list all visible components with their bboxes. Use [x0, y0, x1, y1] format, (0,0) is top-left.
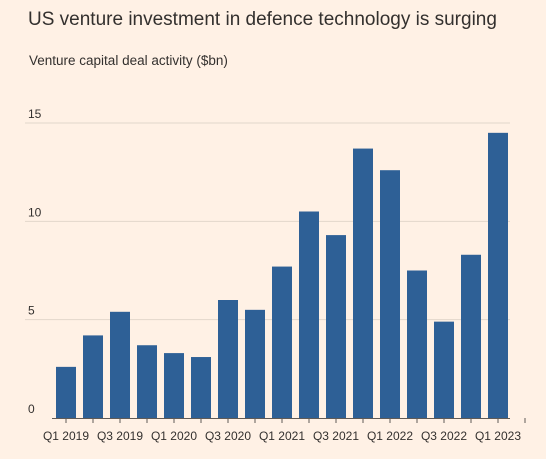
y-tick-label: 10 — [28, 205, 42, 219]
x-tick-label: Q3 2019 — [97, 429, 143, 443]
bar — [164, 353, 184, 418]
bar — [380, 170, 400, 418]
bar — [434, 321, 454, 418]
chart-title: US venture investment in defence technol… — [28, 9, 497, 30]
x-tick-label: Q1 2023 — [475, 429, 521, 443]
bar — [191, 357, 211, 418]
x-tick-label: Q3 2021 — [313, 429, 359, 443]
bar — [488, 132, 508, 419]
y-tick-label: 5 — [28, 304, 35, 318]
x-tick-label: Q1 2021 — [259, 429, 305, 443]
bar — [461, 254, 481, 418]
bar — [110, 311, 130, 418]
y-tick-label: 0 — [28, 402, 35, 416]
bar — [353, 148, 373, 419]
chart-subtitle: Venture capital deal activity ($bn) — [29, 53, 228, 68]
x-tick-label: Q3 2020 — [205, 429, 251, 443]
x-tick-label: Q1 2022 — [367, 429, 413, 443]
x-axis-ticks: Q1 2019 Q3 2019 Q1 2020 Q3 2020 Q1 2021 Q3 20… — [43, 429, 521, 443]
bar — [137, 345, 157, 418]
x-tick-label: Q3 2022 — [421, 429, 467, 443]
bar — [326, 235, 346, 418]
bar — [56, 366, 76, 418]
bars — [56, 132, 508, 419]
x-tick-label: Q1 2019 — [43, 429, 89, 443]
bar — [272, 266, 292, 418]
gridlines — [25, 122, 510, 321]
x-tick-label: Q1 2020 — [151, 429, 197, 443]
bar — [407, 270, 427, 418]
bar — [218, 300, 238, 418]
x-axis — [52, 418, 526, 423]
bar — [245, 309, 265, 418]
bar — [299, 211, 319, 418]
y-tick-label: 15 — [28, 107, 42, 121]
bar — [83, 335, 103, 418]
y-axis-ticks: 0 5 10 15 — [28, 107, 42, 416]
